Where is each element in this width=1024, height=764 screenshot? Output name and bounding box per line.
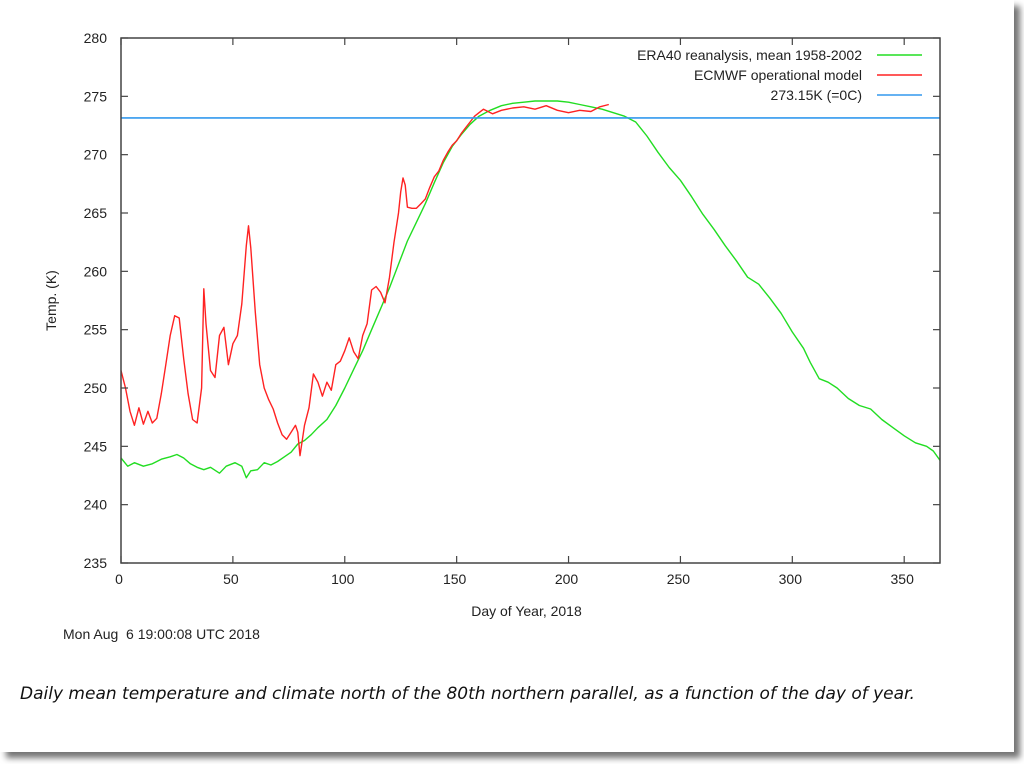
x-axis-title: Day of Year, 2018 bbox=[471, 603, 582, 619]
legend-label: 273.15K (=0C) bbox=[771, 87, 862, 103]
legend-label: ERA40 reanalysis, mean 1958-2002 bbox=[637, 47, 862, 63]
y-tick-label: 280 bbox=[84, 30, 108, 46]
x-tick-label: 300 bbox=[779, 571, 803, 587]
x-tick-label: 200 bbox=[555, 571, 579, 587]
y-tick-label: 255 bbox=[84, 322, 108, 338]
y-tick-label: 265 bbox=[84, 205, 108, 221]
era40-mean-line bbox=[120, 100, 941, 479]
x-tick-label: 0 bbox=[115, 571, 123, 587]
x-tick-label: 50 bbox=[223, 571, 239, 587]
legend-label: ECMWF operational model bbox=[694, 67, 862, 83]
y-tick-label: 250 bbox=[84, 380, 108, 396]
y-tick-label: 240 bbox=[84, 497, 108, 513]
x-tick-label: 150 bbox=[443, 571, 467, 587]
plot-frame bbox=[120, 37, 941, 564]
x-tick-label: 100 bbox=[331, 571, 355, 587]
ticks-layer: 0 50 100 150 200 250 300 350 235 240 245 250 255 260 2… bbox=[84, 30, 940, 587]
legend-item-era40: ERA40 reanalysis, mean 1958-2002 bbox=[637, 47, 922, 63]
x-tick-label: 250 bbox=[667, 571, 691, 587]
y-axis-title: Temp. (K) bbox=[43, 270, 59, 331]
figure-caption: Daily mean temperature and climate north… bbox=[20, 684, 915, 704]
y-tick-label: 275 bbox=[84, 88, 108, 104]
figure-card bbox=[0, 0, 1014, 752]
y-tick-label: 245 bbox=[84, 438, 108, 454]
ecmwf-model-line bbox=[120, 103, 609, 457]
legend-item-freezing: 273.15K (=0C) bbox=[771, 87, 922, 103]
timestamp: Mon Aug 6 19:00:08 UTC 2018 bbox=[63, 626, 260, 642]
series-layer bbox=[120, 100, 941, 479]
x-tick-label: 350 bbox=[891, 571, 915, 587]
y-tick-label: 270 bbox=[84, 147, 108, 163]
y-tick-label: 260 bbox=[84, 263, 108, 279]
y-tick-label: 235 bbox=[84, 555, 108, 571]
legend-item-ecmwf: ECMWF operational model bbox=[694, 67, 922, 83]
legend: ERA40 reanalysis, mean 1958-2002 ECMWF op… bbox=[637, 47, 922, 103]
